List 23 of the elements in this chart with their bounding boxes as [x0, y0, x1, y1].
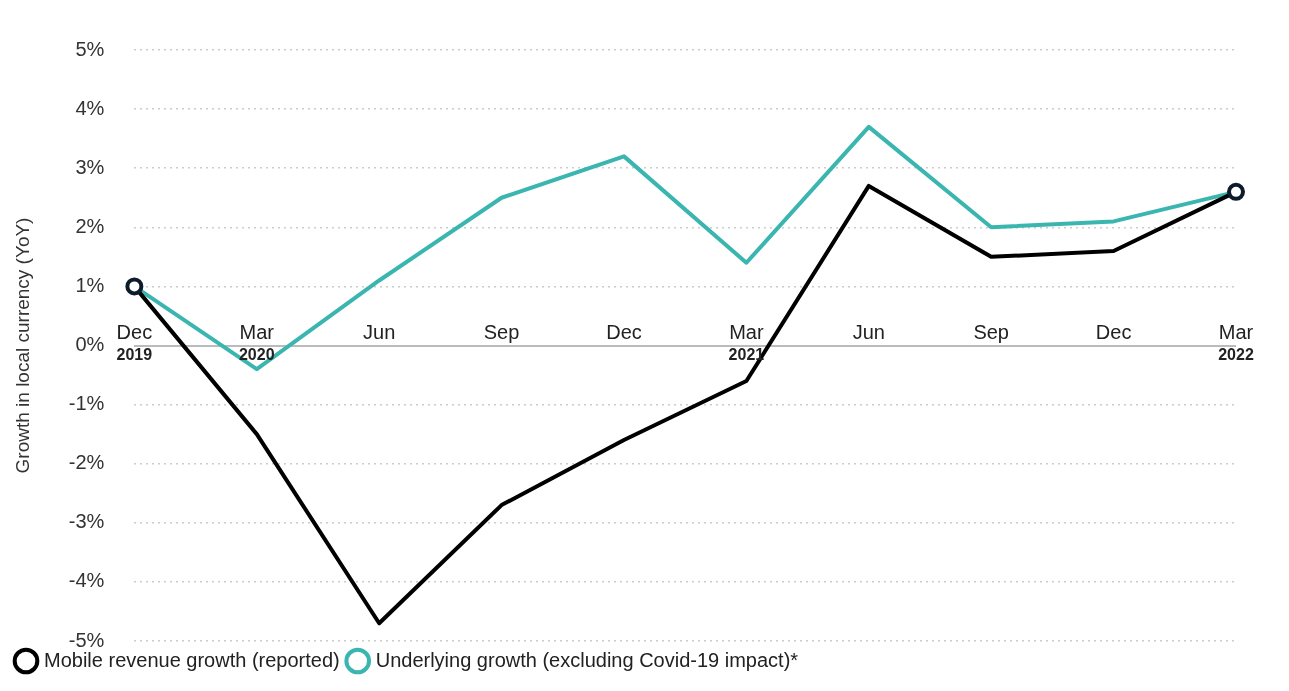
y-tick-label: 5% [75, 37, 105, 60]
y-tick-label: -5% [68, 628, 105, 651]
y-tick-label: -2% [68, 451, 105, 474]
y-tick-label: -4% [68, 569, 105, 592]
y-tick-label: 4% [75, 96, 105, 119]
legend-label: Underlying growth (excluding Covid-19 impact)* [375, 648, 799, 671]
x-tick-label: Jun [363, 321, 396, 344]
x-tick-label: Dec [1095, 321, 1132, 344]
x-tick-label: Dec 2019 [116, 321, 153, 363]
y-tick-label: 1% [75, 273, 105, 296]
y-tick-label: 0% [75, 333, 105, 356]
y-tick-label: 2% [75, 214, 105, 237]
y-tick-label: -1% [68, 392, 105, 415]
legend-label: Mobile revenue growth (reported) [44, 648, 340, 671]
x-tick-label: Mar 2020 [238, 321, 275, 363]
x-tick-label: Sep [973, 321, 1009, 344]
y-axis-title: Growth in local currency (YoY) [11, 217, 33, 474]
y-tick-label: 3% [75, 155, 105, 178]
x-tick-label: Mar 2022 [1218, 321, 1254, 363]
y-tick-label: -3% [68, 510, 105, 533]
x-tick-label: Sep [483, 321, 520, 344]
x-tick-label: Dec [606, 321, 642, 344]
x-tick-label: Jun [852, 321, 885, 344]
